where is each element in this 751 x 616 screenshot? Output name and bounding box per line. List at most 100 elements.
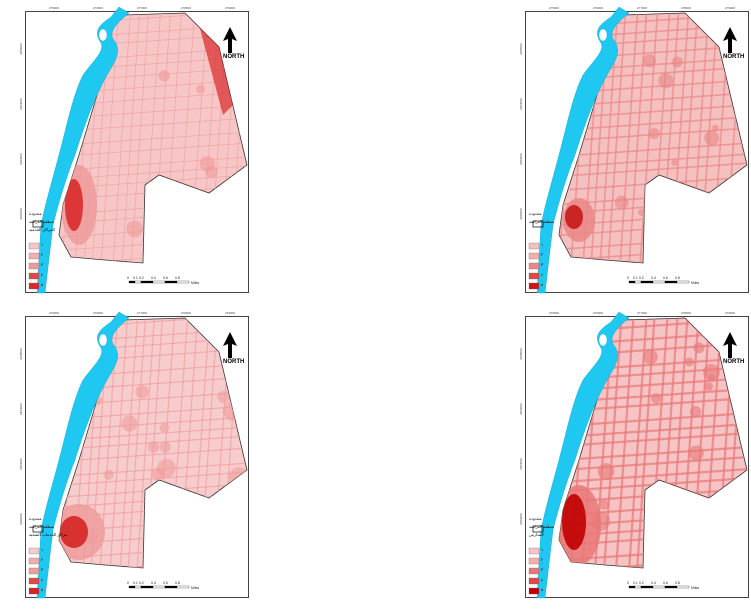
coord-top: 275000 xyxy=(549,311,560,315)
scale-bar-segment xyxy=(140,585,154,589)
coord-top: 277000 xyxy=(637,6,648,10)
zone-blob xyxy=(706,190,714,199)
coord-top: 278000 xyxy=(181,6,192,10)
coord-top: 278000 xyxy=(681,6,692,10)
legend-class-label: ٣ xyxy=(41,262,44,267)
coord-side: 3484000 xyxy=(519,403,523,415)
coord-side: 3483000 xyxy=(519,153,523,165)
legend-class-label: ٤ xyxy=(41,577,44,582)
north-label: NORTH xyxy=(223,54,245,60)
legend-class-label: ١ xyxy=(41,242,44,247)
scale-tick-label: 0 xyxy=(127,581,129,585)
zone-blob xyxy=(159,422,170,433)
legend-swatch xyxy=(28,272,40,280)
legend-swatch xyxy=(28,242,40,250)
scale-tick-label: 0.2 xyxy=(139,276,144,280)
map-canvas xyxy=(528,6,748,294)
coord-top: 276000 xyxy=(93,6,104,10)
legend-swatch xyxy=(528,557,540,565)
scale-unit: Miles xyxy=(691,281,700,285)
zone-blob xyxy=(688,445,704,461)
street-line xyxy=(559,162,747,178)
scale-tick-label: 0.1 xyxy=(133,276,138,280)
scale-unit: Miles xyxy=(191,586,200,590)
coord-top: 277000 xyxy=(137,311,148,315)
legend-boundary-box xyxy=(32,525,44,533)
legend-boundary-box xyxy=(532,525,544,533)
scale-bar-segment xyxy=(128,585,136,589)
legend-swatch xyxy=(28,557,40,565)
scale-tick-label: 0 xyxy=(127,276,129,280)
scale-bar-segment xyxy=(676,585,690,589)
scale-tick-label: 0.4 xyxy=(151,581,156,585)
coord-top: 279000 xyxy=(225,6,236,10)
coord-side: 3482000 xyxy=(19,513,23,525)
legend-swatch xyxy=(28,547,40,555)
street-line xyxy=(605,13,627,263)
map-panel-bottom-right: NORTH 0 0.1 0.2 0.4 0.6 0.8 Miles 275000 276000 27… xyxy=(519,310,751,600)
legend-class-label: ٤ xyxy=(541,577,544,582)
map-panel-top-right: NORTH 0 0.1 0.2 0.4 0.6 0.8 Miles 275000 276000 27… xyxy=(519,5,751,295)
scale-tick-label: 0.1 xyxy=(633,276,638,280)
scale-bar-segment xyxy=(176,280,190,284)
scale-tick-label: 0.1 xyxy=(633,581,638,585)
coord-side: 3482000 xyxy=(19,208,23,220)
zone-blob xyxy=(121,415,138,432)
legend-boundary-box xyxy=(532,220,544,228)
zone-blob xyxy=(678,501,698,522)
scale-bar-segment xyxy=(652,280,666,284)
scale-tick-label: 0.4 xyxy=(651,276,656,280)
north-label: NORTH xyxy=(223,359,245,365)
scale-bar-segment xyxy=(140,280,154,284)
river xyxy=(536,311,630,599)
legend-boundary-box xyxy=(32,220,44,228)
legend-class-label: ٤ xyxy=(541,272,544,277)
scale-tick-label: 0.4 xyxy=(151,276,156,280)
scale-bar-segment xyxy=(640,585,654,589)
street-line xyxy=(49,571,249,585)
zone-blob xyxy=(126,220,143,238)
legend-label: محدودة xyxy=(29,211,42,216)
coord-top: 276000 xyxy=(93,311,104,315)
legend-label: محدودة xyxy=(529,211,542,216)
scale-tick-label: 0.4 xyxy=(651,581,656,585)
zone-blob xyxy=(147,441,160,453)
map-panel-bottom-left: NORTH 0 0.1 0.2 0.4 0.6 0.8 Miles 275000 276000 27… xyxy=(19,310,251,600)
scale-tick-label: 0.6 xyxy=(163,276,168,280)
legend-class-label: ١ xyxy=(41,547,44,552)
coord-side: 3484000 xyxy=(19,98,23,110)
street-line xyxy=(59,261,247,263)
island xyxy=(598,28,608,42)
scale-tick-label: 0.2 xyxy=(139,581,144,585)
scale-bar-segment xyxy=(628,585,636,589)
legend-label: محدودة xyxy=(29,516,42,521)
north-label: NORTH xyxy=(723,54,745,60)
legend-class-label: ٤ xyxy=(41,272,44,277)
scale-tick-label: 0 xyxy=(627,581,629,585)
scale-tick-label: 0.6 xyxy=(163,581,168,585)
legend-label: مراكز الخدمات الصحية xyxy=(29,532,67,537)
coord-side: 3484000 xyxy=(19,403,23,415)
zone-blob xyxy=(135,385,149,399)
scale-unit: Miles xyxy=(191,281,200,285)
street-line xyxy=(59,471,247,487)
legend-swatch xyxy=(28,262,40,270)
street-line xyxy=(559,13,747,16)
coord-side: 3485000 xyxy=(19,43,23,55)
street-line xyxy=(559,318,747,322)
legend-class-label: ٣ xyxy=(41,567,44,572)
zone-blob xyxy=(196,84,205,94)
street-line xyxy=(59,142,247,158)
map-panel-top-left: NORTH 0 0.1 0.2 0.4 0.6 0.8 Miles 275000 276000 27… xyxy=(19,5,251,295)
scale-tick-label: 0.8 xyxy=(175,581,180,585)
zone-blob xyxy=(703,364,720,381)
legend-label: منطقة الدراسة xyxy=(529,524,555,529)
zone-blob xyxy=(205,165,218,179)
river xyxy=(36,311,130,599)
coord-side: 3484000 xyxy=(519,98,523,110)
north-arrow-icon xyxy=(223,332,237,358)
street-line xyxy=(559,261,747,263)
zone-blob xyxy=(159,222,172,235)
street-line xyxy=(559,455,747,473)
zone-blob xyxy=(704,130,720,146)
